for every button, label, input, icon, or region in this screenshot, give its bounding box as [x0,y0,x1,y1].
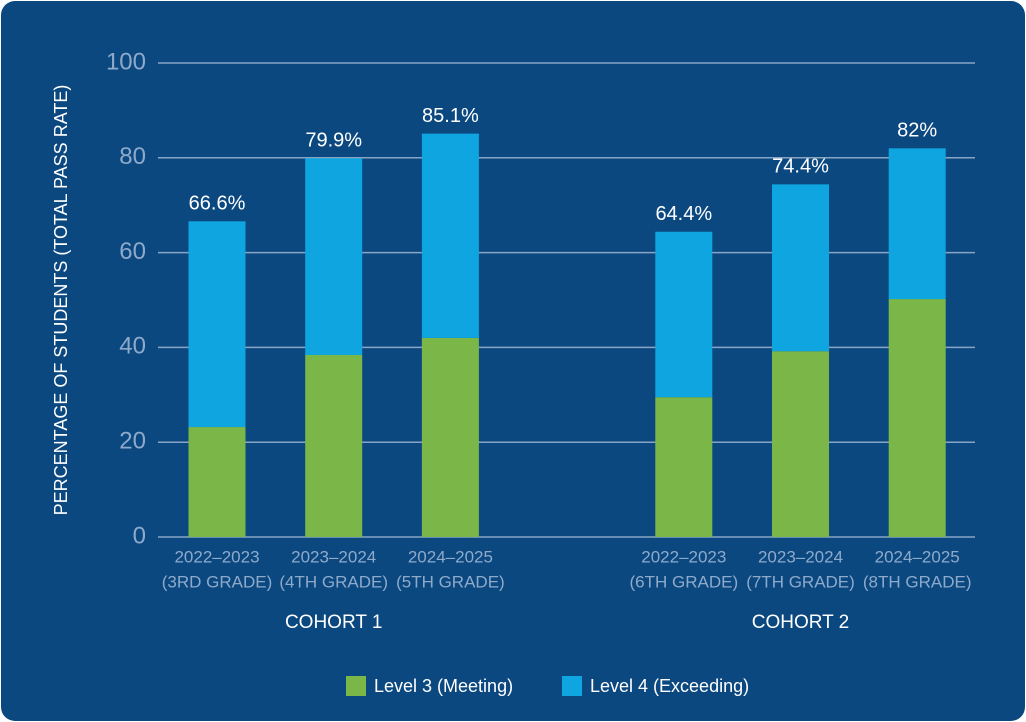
group-label: COHORT 1 [285,612,383,633]
legend-swatch [346,676,366,696]
group-label: COHORT 2 [752,612,850,633]
bar-segment [188,221,246,428]
x-tick-label: 2022–2023 [641,547,726,566]
total-label: 64.4% [655,203,712,225]
y-tick-label: 0 [133,522,146,549]
total-label: 74.4% [772,156,829,178]
y-tick-label: 20 [119,428,146,455]
y-tick-label: 60 [119,238,146,265]
x-tick-label: (4TH GRADE) [279,572,388,591]
bar-segment [305,158,363,355]
total-label: 85.1% [422,105,479,127]
x-tick-label: 2023–2024 [291,547,376,566]
x-tick-label: (6TH GRADE) [629,572,738,591]
legend-swatch [562,676,582,696]
x-tick-label: 2023–2024 [758,547,843,566]
bar-segment [421,133,479,338]
x-tick-label: (3RD GRADE) [162,572,273,591]
x-tick-label: (5TH GRADE) [396,572,505,591]
total-label: 82% [897,120,937,142]
y-tick-label: 100 [106,48,146,75]
bar-segment [188,427,246,537]
bar-segment [772,351,829,537]
bar-segment [655,231,713,398]
bar-segment [305,354,363,537]
total-label: 79.9% [305,130,362,152]
x-tick-label: 2024–2025 [875,547,960,566]
y-tick-label: 40 [119,333,146,360]
y-tick-label: 80 [119,143,146,170]
bar-segment [888,148,946,300]
legend-label: Level 4 (Exceeding) [590,676,749,696]
x-tick-label: 2022–2023 [174,547,259,566]
bar-segment [888,299,946,537]
bar-segment [421,337,479,537]
legend-label: Level 3 (Meeting) [374,676,513,696]
total-label: 66.6% [189,193,246,215]
x-tick-label: (7TH GRADE) [746,572,855,591]
x-tick-label: (8TH GRADE) [863,572,972,591]
bar-segment [655,397,713,537]
y-axis-label: PERCENTAGE OF STUDENTS (TOTAL PASS RATE) [51,85,71,516]
bar-segment [772,184,829,352]
x-tick-label: 2024–2025 [408,547,493,566]
